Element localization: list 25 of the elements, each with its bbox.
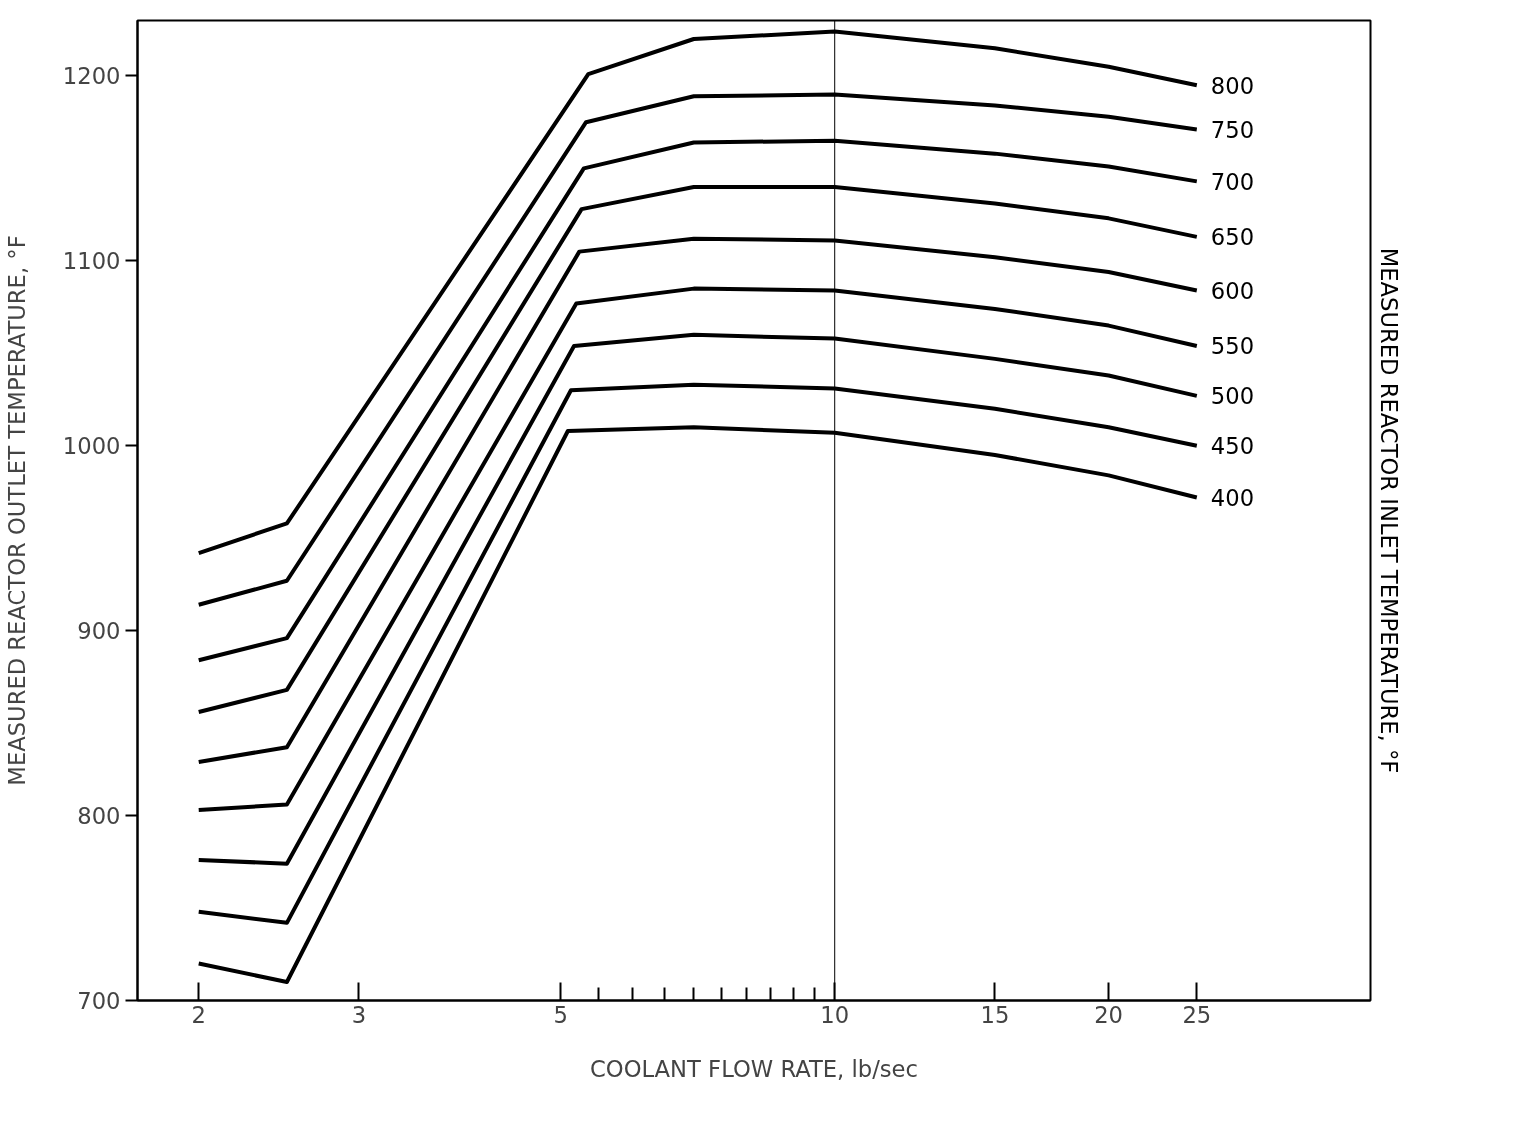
series-label: 700 (1210, 168, 1255, 195)
y-tick-label: 700 (77, 988, 121, 1014)
series-label: 650 (1210, 224, 1255, 251)
series-label: 400 (1210, 485, 1255, 512)
series-label: 750 (1210, 117, 1255, 144)
series-label: 600 (1210, 277, 1255, 304)
y-tick-label: 800 (77, 803, 121, 830)
x-tick-label: 20 (1094, 1001, 1124, 1028)
x-tick-label: 2 (191, 1001, 206, 1028)
series-label: 500 (1210, 383, 1255, 410)
series-label: 550 (1210, 333, 1255, 360)
y-tick-label: 900 (77, 618, 121, 645)
x-axis-title: COOLANT FLOW RATE, lb/sec (589, 1055, 919, 1082)
y-tick-label: 1200 (62, 63, 121, 90)
series-label: 800 (1210, 72, 1255, 99)
series-label: 450 (1210, 433, 1255, 460)
x-tick-label: 3 (351, 1001, 367, 1028)
x-tick-label: 15 (980, 1001, 1010, 1028)
x-tick-label: 25 (1182, 1001, 1212, 1028)
y2-axis-title: MEASURED REACTOR INLET TEMPERATURE, °F (1375, 247, 1402, 774)
y-tick-label: 1000 (62, 433, 121, 460)
y-tick-label: 1100 (62, 248, 121, 275)
y-axis-title: MEASURED REACTOR OUTLET TEMPERATURE, °F (3, 235, 30, 786)
x-tick-label: 5 (553, 1001, 569, 1028)
x-tick-label: 10 (820, 1001, 850, 1028)
